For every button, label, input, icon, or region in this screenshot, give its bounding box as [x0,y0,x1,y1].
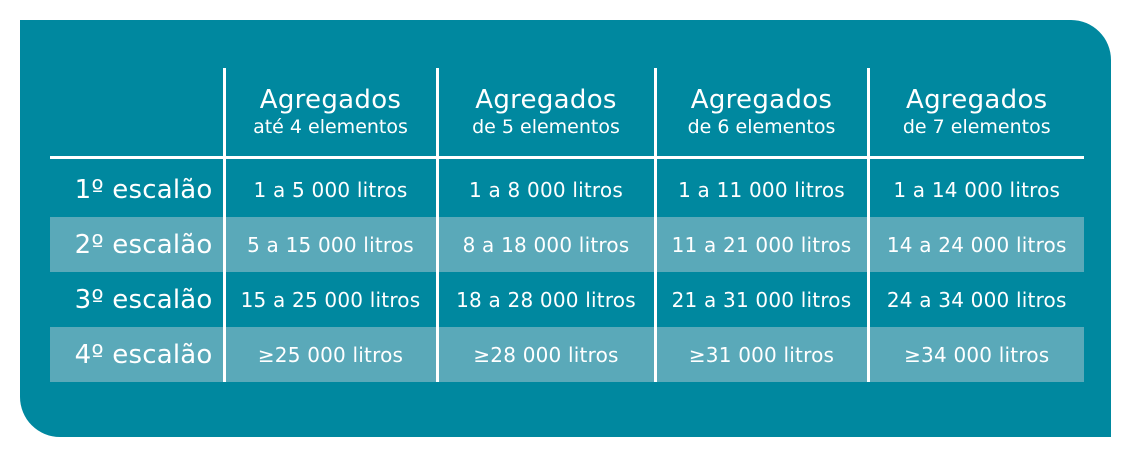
column-header-subtitle: de 7 elementos [902,116,1051,138]
table-cell: 1 a 14 000 litros [866,162,1084,217]
row-label: 1º escalão [74,174,213,205]
column-header-4: Agregados de 7 elementos [866,68,1084,159]
table-cell: 15 a 25 000 litros [222,272,437,327]
table-cell: 5 a 15 000 litros [222,217,437,272]
table-cell: 21 a 31 000 litros [653,272,868,327]
corner-cell [50,68,224,159]
column-header-title: Agregados [259,85,402,115]
table-cell: ≥34 000 litros [866,327,1084,382]
column-header-subtitle: até 4 elementos [253,116,408,138]
row-label: 2º escalão [50,217,224,272]
column-header-3: Agregados de 6 elementos [653,68,868,159]
table-row: 1º escalão 1 a 5 000 litros 1 a 8 000 li… [50,162,1084,217]
table-row: 3º escalão 15 a 25 000 litros 18 a 28 00… [50,272,1084,327]
column-header-title: Agregados [906,85,1048,115]
table-cell: ≥25 000 litros [222,327,437,382]
table-row: 4º escalão ≥25 000 litros ≥28 000 litros… [50,327,1084,382]
column-header-title: Agregados [475,85,617,115]
table-cell: 8 a 18 000 litros [435,217,655,272]
column-header-subtitle: de 5 elementos [472,116,620,138]
table-cell: 1 a 5 000 litros [222,162,437,217]
table-cell: 1 a 11 000 litros [653,162,868,217]
column-header-1: Agregados até 4 elementos [222,68,437,159]
row-label: 4º escalão [50,327,224,382]
tariff-panel: Agregados até 4 elementos Agregados de 5… [20,20,1111,437]
table-cell: 18 a 28 000 litros [435,272,655,327]
header-row: Agregados até 4 elementos Agregados de 5… [50,68,1084,159]
column-header-2: Agregados de 5 elementos [435,68,655,159]
table-row: 2º escalão 5 a 15 000 litros 8 a 18 000 … [50,217,1084,272]
column-header-subtitle: de 6 elementos [687,116,836,138]
table-cell: 11 a 21 000 litros [653,217,868,272]
column-header-title: Agregados [690,85,833,115]
table-cell: ≥31 000 litros [653,327,868,382]
table-cell: ≥28 000 litros [435,327,655,382]
table-cell: 24 a 34 000 litros [866,272,1084,327]
table-cell: 14 a 24 000 litros [866,217,1084,272]
row-label: 3º escalão [74,284,213,315]
tariff-table: Agregados até 4 elementos Agregados de 5… [50,68,1084,382]
table-cell: 1 a 8 000 litros [435,162,655,217]
